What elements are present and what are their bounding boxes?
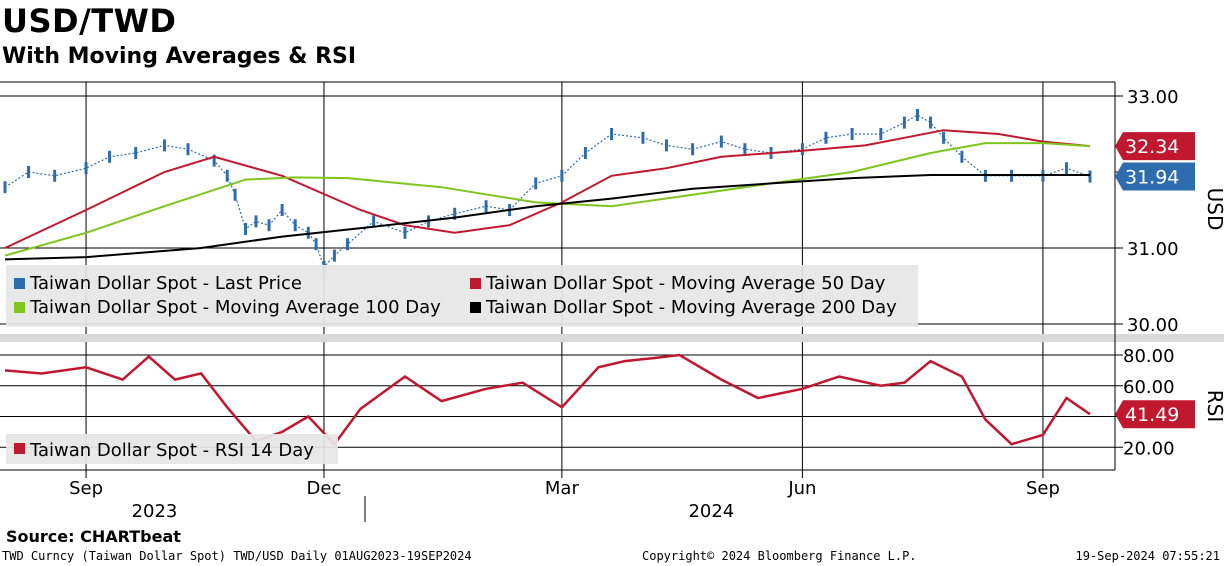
legend-label-0: Taiwan Dollar Spot - Last Price [29,273,302,294]
x-tick-label-2: Mar [545,478,580,499]
x-tick-label-3: Jun [787,478,816,499]
rsi-legend-swatch [14,443,25,454]
legend-label-2: Taiwan Dollar Spot - Moving Average 100 … [29,297,441,318]
copyright-notice: Copyright© 2024 Bloomberg Finance L.P. [642,549,917,563]
price-axis-label: USD [1203,188,1224,231]
timestamp: 19-Sep-2024 07:55:21 [1075,549,1221,563]
legend-label-1: Taiwan Dollar Spot - Moving Average 50 D… [485,273,886,294]
rsi-ytick-label-0: 80.00 [1123,346,1175,367]
legend-swatch-3 [470,302,481,313]
last-value-price-text: 31.94 [1125,167,1179,189]
x-tick-label-1: Dec [307,478,342,499]
legend-swatch-0 [14,278,25,289]
ma-series-2 [4,142,1091,257]
price-ytick-label-2: 30.00 [1127,315,1179,336]
legend-swatch-1 [470,278,481,289]
chart-subtitle: With Moving Averages & RSI [2,44,357,69]
price-series-line [4,114,1091,269]
x-tick-label-4: Sep [1026,478,1060,499]
chart-title: USD/TWD [2,2,177,40]
last-value-rsi-text: 41.49 [1125,404,1179,426]
last-value-price-box [1115,162,1195,191]
source-label: Source: CHARTbeat [6,527,181,546]
price-ytick-label-1: 31.00 [1127,239,1179,260]
security-description: TWD Curncy (Taiwan Dollar Spot) TWD/USD … [2,549,472,563]
year-label-0: 2023 [132,501,178,522]
rsi-legend-box [6,434,338,464]
rsi-ytick-label-2: 20.00 [1123,438,1175,459]
ma-series-3 [4,174,1090,261]
price-legend-box [6,265,918,327]
rsi-ytick-label-1: 60.00 [1123,377,1175,398]
last-value-ma50-text: 32.34 [1125,136,1179,158]
ma-series-1 [4,129,1091,249]
rsi-legend-label: Taiwan Dollar Spot - RSI 14 Day [29,440,314,461]
legend-swatch-2 [14,302,25,313]
last-value-rsi-box [1115,400,1195,429]
price-ytick-label-0: 33.00 [1127,87,1179,108]
last-value-ma50-box [1115,132,1195,161]
x-tick-label-0: Sep [69,478,103,499]
rsi-series-line [4,353,1091,447]
rsi-axis-label: RSI [1203,390,1224,423]
panel-separator [0,334,1224,342]
year-label-1: 2024 [688,501,734,522]
legend-label-3: Taiwan Dollar Spot - Moving Average 200 … [485,297,897,318]
